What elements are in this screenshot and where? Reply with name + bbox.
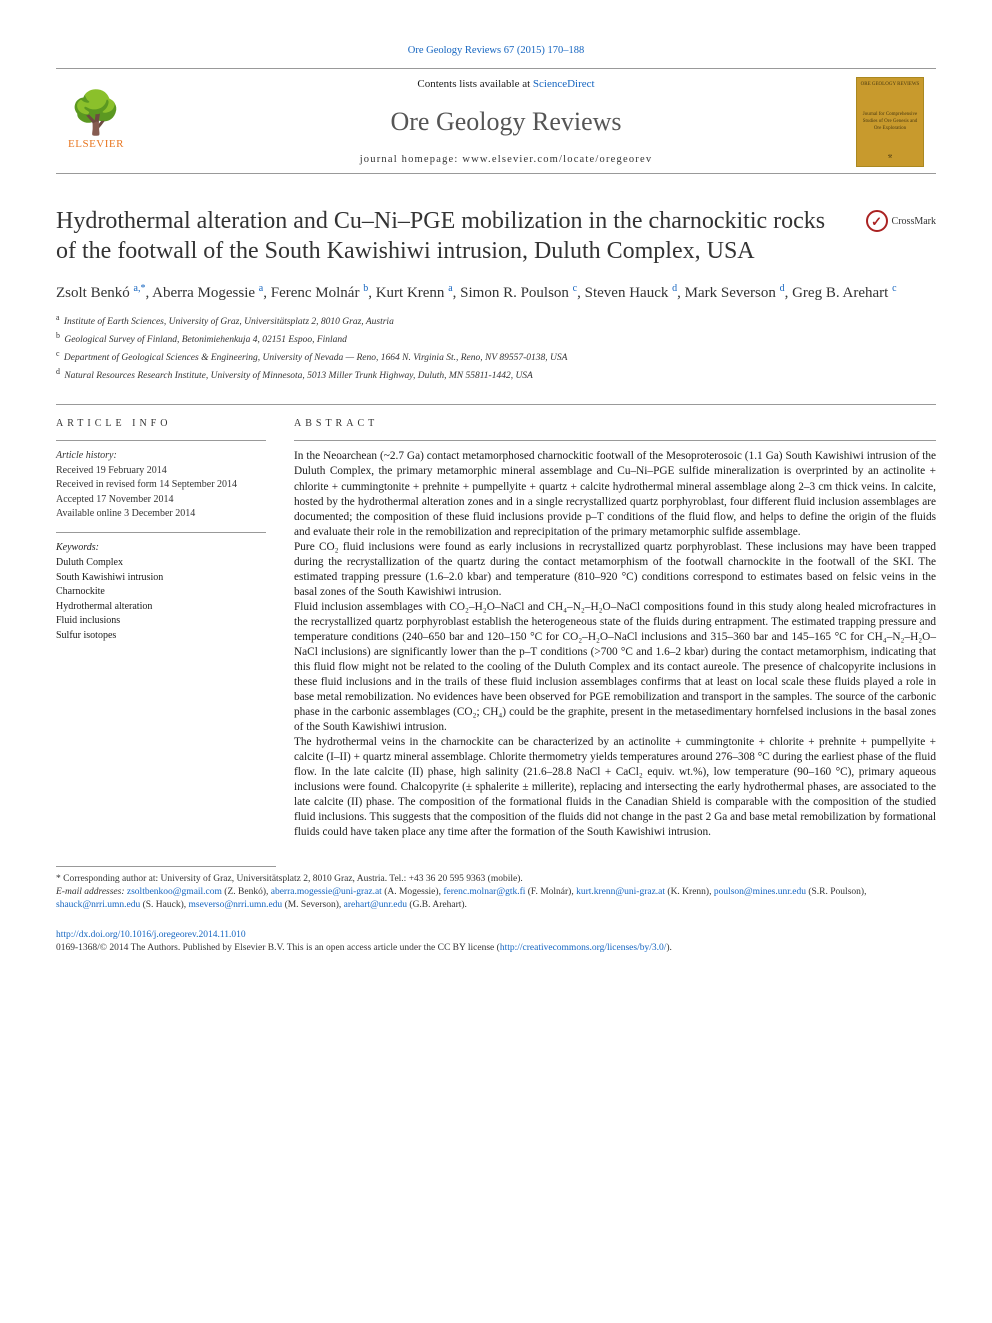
email-link[interactable]: kurt.krenn@uni-graz.at [576,887,665,897]
keyword: South Kawishiwi intrusion [56,571,266,586]
cc-license-link[interactable]: http://creativecommons.org/licenses/by/3… [500,943,667,953]
corr-link[interactable]: * [140,283,145,294]
abstract-paragraph: The hydrothermal veins in the charnockit… [294,735,936,840]
affiliation: c Department of Geological Sciences & En… [56,348,936,366]
author-list: Zsolt Benkó a,*, Aberra Mogessie a, Fere… [56,282,936,304]
email-link[interactable]: zsoltbenkoo@gmail.com [127,887,222,897]
elsevier-wordmark: ELSEVIER [68,137,124,152]
journal-cover-thumb: ORE GEOLOGY REVIEWS Journal for Comprehe… [856,77,924,167]
running-head: Ore Geology Reviews 67 (2015) 170–188 [56,44,936,58]
abstract-divider [294,440,936,441]
copyright-line: 0169-1368/© 2014 The Authors. Published … [56,942,936,955]
running-head-link[interactable]: Ore Geology Reviews 67 (2015) 170–188 [408,45,584,56]
article-history: Article history: Received 19 February 20… [56,449,266,522]
corr-text: Corresponding author at: University of G… [63,874,523,884]
corr-marker: * [56,874,61,884]
footnotes: * Corresponding author at: University of… [56,873,936,913]
contents-prefix: Contents lists available at [417,78,532,90]
info-divider [56,532,266,533]
keyword: Charnockite [56,585,266,600]
crossmark-label: CrossMark [892,215,936,229]
keyword: Duluth Complex [56,556,266,571]
aff-link[interactable]: d [672,283,677,294]
author: Mark Severson d [685,285,785,301]
aff-link[interactable]: a [448,283,452,294]
abstract-paragraph: Pure CO₂ fluid inclusions were found as … [294,540,936,600]
journal-title: Ore Geology Reviews [156,104,856,139]
email-link[interactable]: shauck@nrri.umn.edu [56,900,140,910]
abstract-paragraph: In the Neoarchean (~2.7 Ga) contact meta… [294,449,936,539]
article-info-head: ARTICLE INFO [56,417,266,431]
cover-emblem-icon: ⚒ [888,155,892,162]
sciencedirect-link[interactable]: ScienceDirect [533,78,595,90]
crossmark-badge[interactable]: ✓ CrossMark [866,210,936,232]
author: Zsolt Benkó a,* [56,285,145,301]
author: Kurt Krenn a [376,285,453,301]
aff-link[interactable]: c [573,283,577,294]
aff-link[interactable]: d [780,283,785,294]
doi-block: http://dx.doi.org/10.1016/j.oregeorev.20… [56,929,936,955]
journal-homepage: journal homepage: www.elsevier.com/locat… [156,153,856,167]
history-item: Received in revised form 14 September 20… [56,478,266,493]
aff-link[interactable]: b [363,283,368,294]
keyword: Hydrothermal alteration [56,600,266,615]
email-list: E-mail addresses: zsoltbenkoo@gmail.com … [56,886,936,913]
abstract-body: In the Neoarchean (~2.7 Ga) contact meta… [294,449,936,839]
keywords-label: Keywords: [56,541,266,555]
affiliation: a Institute of Earth Sciences, Universit… [56,312,936,330]
aff-link[interactable]: a [259,283,263,294]
masthead-center: Contents lists available at ScienceDirec… [156,77,856,167]
aff-link[interactable]: c [892,283,896,294]
email-link[interactable]: poulson@mines.unr.edu [714,887,806,897]
elsevier-logo: 🌳 ELSEVIER [56,77,136,167]
author: Steven Hauck d [585,285,677,301]
abstract-head: ABSTRACT [294,417,936,431]
article-title: Hydrothermal alteration and Cu–Ni–PGE mo… [56,206,936,266]
history-item: Accepted 17 November 2014 [56,493,266,508]
affiliation-list: a Institute of Earth Sciences, Universit… [56,312,936,384]
affiliation: d Natural Resources Research Institute, … [56,366,936,384]
history-item: Available online 3 December 2014 [56,507,266,522]
info-abstract-row: ARTICLE INFO Article history: Received 1… [56,417,936,840]
email-link[interactable]: arehart@unr.edu [344,900,407,910]
keyword: Fluid inclusions [56,614,266,629]
affiliation: b Geological Survey of Finland, Betonimi… [56,330,936,348]
email-link[interactable]: mseverso@nrri.umn.edu [188,900,282,910]
emails-label: E-mail addresses: [56,887,125,897]
elsevier-tree-icon: 🌳 [70,93,122,135]
abstract-column: ABSTRACT In the Neoarchean (~2.7 Ga) con… [294,417,936,840]
article-header: ✓ CrossMark Hydrothermal alteration and … [56,206,936,384]
cover-subtitle: Journal for Comprehensive Studies of Ore… [859,112,921,132]
footnote-separator [56,866,276,867]
cover-thumbnail-block: ORE GEOLOGY REVIEWS Journal for Comprehe… [856,77,936,167]
doi-link[interactable]: http://dx.doi.org/10.1016/j.oregeorev.20… [56,930,246,940]
section-divider [56,404,936,405]
email-link[interactable]: aberra.mogessie@uni-graz.at [271,887,382,897]
contents-available-line: Contents lists available at ScienceDirec… [156,77,856,92]
publisher-logo-block: 🌳 ELSEVIER [56,77,156,167]
cover-title: ORE GEOLOGY REVIEWS [861,82,920,89]
info-divider [56,440,266,441]
keyword: Sulfur isotopes [56,629,266,644]
author: Aberra Mogessie a [152,285,263,301]
abstract-paragraph: Fluid inclusion assemblages with CO₂–H₂O… [294,600,936,735]
history-item: Received 19 February 2014 [56,464,266,479]
corresponding-note: * Corresponding author at: University of… [56,873,936,886]
crossmark-icon: ✓ [866,210,888,232]
masthead: 🌳 ELSEVIER Contents lists available at S… [56,68,936,174]
history-label: Article history: [56,449,266,464]
author: Greg B. Arehart c [792,285,896,301]
keywords-list: Duluth Complex South Kawishiwi intrusion… [56,556,266,643]
article-info-column: ARTICLE INFO Article history: Received 1… [56,417,266,840]
author: Ferenc Molnár b [271,285,368,301]
email-link[interactable]: ferenc.molnar@gtk.fi [443,887,525,897]
author: Simon R. Poulson c [460,285,577,301]
